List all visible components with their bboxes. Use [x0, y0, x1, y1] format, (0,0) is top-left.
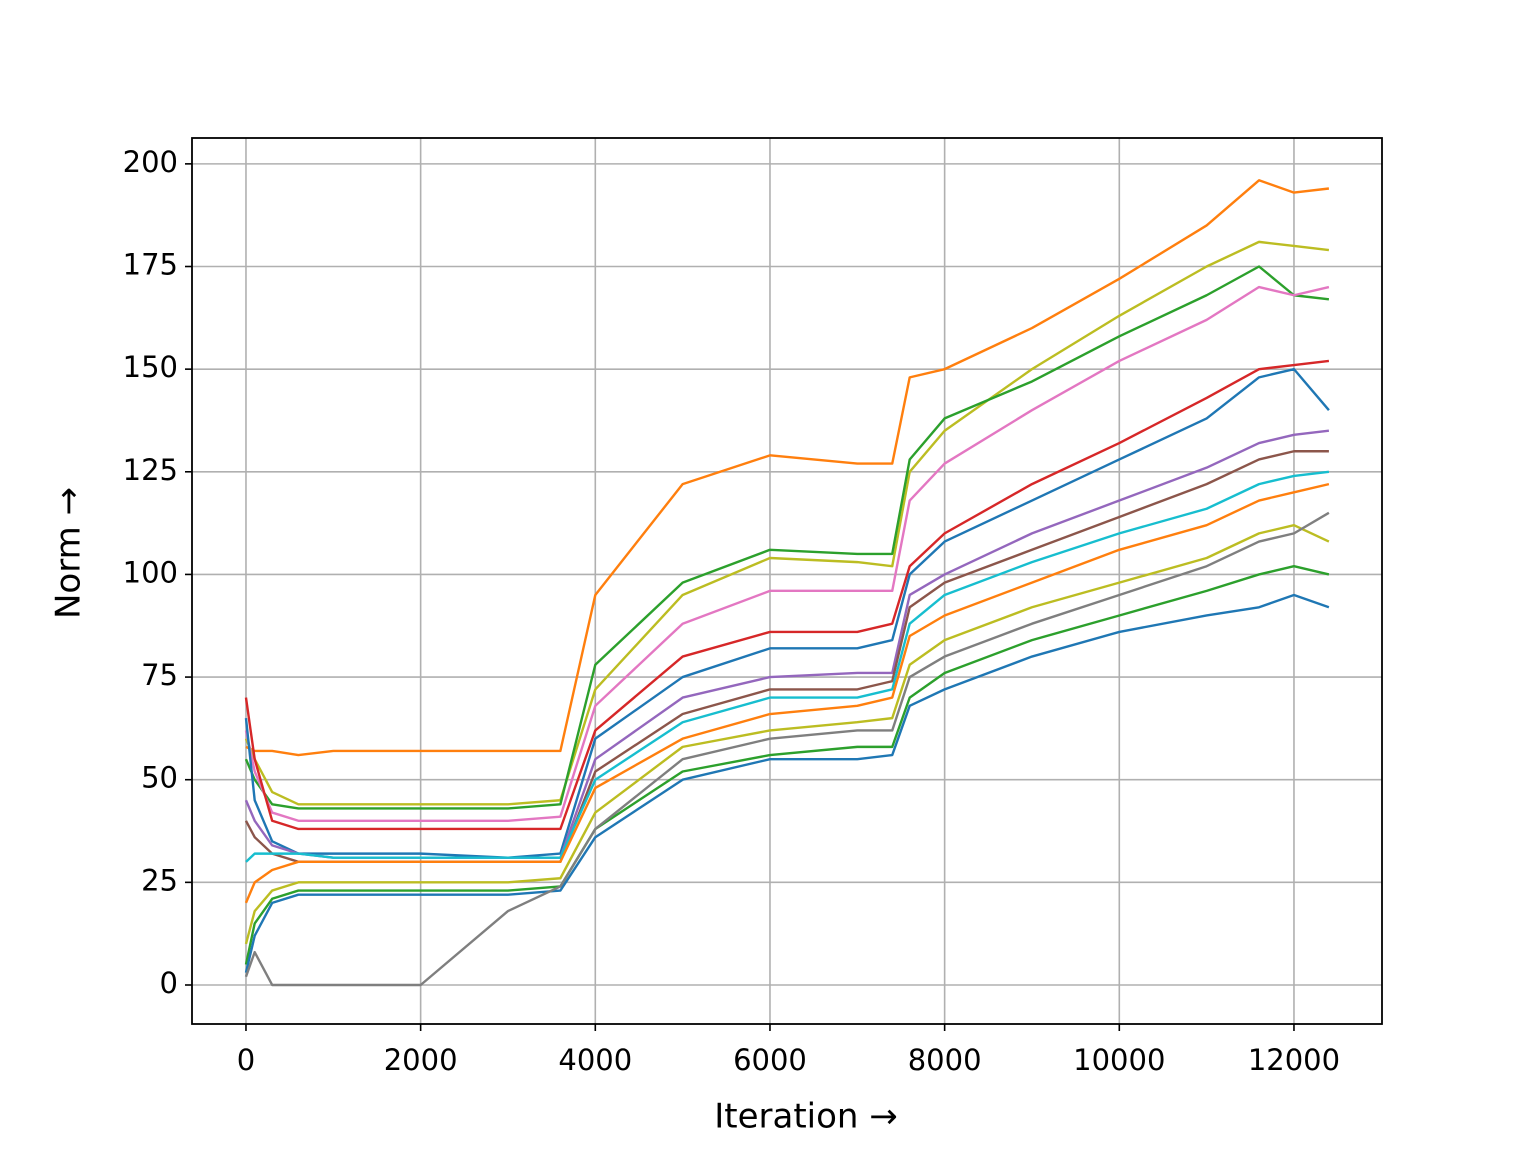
y-tick-label: 200	[123, 145, 178, 179]
x-tick-label: 10000	[1073, 1043, 1165, 1077]
series-line	[244, 593, 1330, 973]
x-tick-label: 0	[237, 1043, 255, 1077]
x-tick-label: 12000	[1248, 1043, 1340, 1077]
y-tick-label: 125	[123, 453, 178, 487]
y-tick-label: 0	[160, 966, 178, 1000]
y-tick-label: 175	[123, 248, 178, 282]
x-tick-label: 6000	[733, 1043, 807, 1077]
y-tick-label: 150	[123, 350, 178, 384]
y-tick-label: 100	[123, 555, 178, 589]
series-line	[244, 359, 1330, 831]
y-tick-label: 50	[141, 761, 178, 795]
series-line	[244, 565, 1330, 965]
series-line	[244, 482, 1330, 904]
y-tick-label: 75	[141, 658, 178, 692]
y-tick-label: 25	[141, 863, 178, 897]
series-line	[244, 265, 1330, 810]
series-line	[244, 240, 1330, 806]
series-line	[245, 470, 1330, 863]
series-line	[244, 367, 1330, 859]
x-tick-label: 8000	[908, 1043, 982, 1077]
series-line	[244, 511, 1330, 987]
series-line	[244, 523, 1330, 945]
series-line	[244, 285, 1330, 822]
plot-frame	[191, 137, 1383, 1025]
y-axis-label: Norm →	[49, 487, 89, 619]
x-tick-label: 2000	[384, 1043, 458, 1077]
x-tick-label: 4000	[558, 1043, 632, 1077]
series-line	[245, 179, 1330, 757]
x-axis-label: Iteration →	[714, 1097, 898, 1137]
